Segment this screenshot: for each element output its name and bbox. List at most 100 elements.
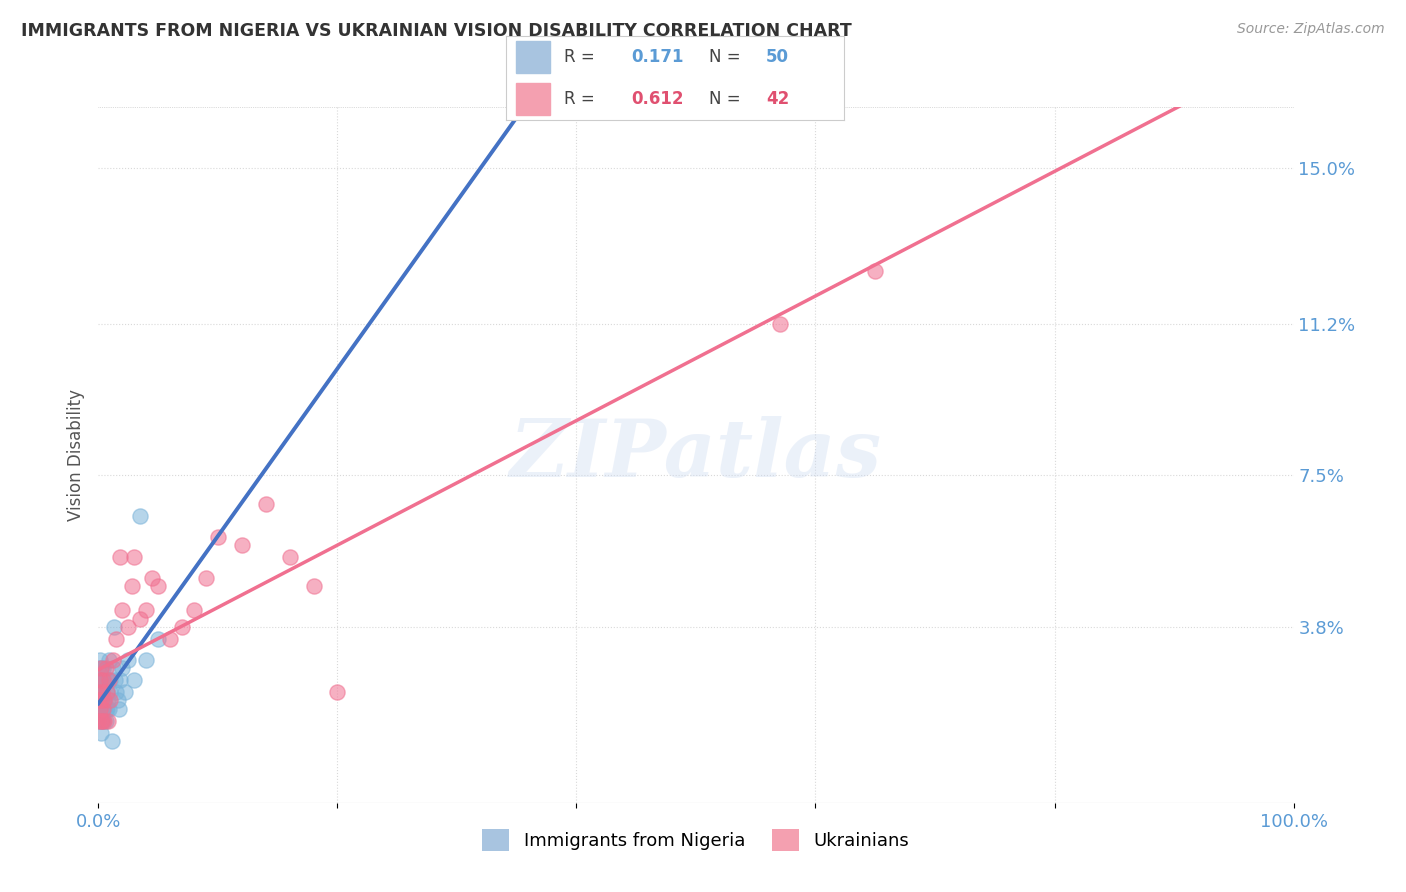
Point: [89, 701, 111, 715]
Point: [124, 550, 146, 565]
Point: [91, 701, 114, 715]
Point: [89, 673, 111, 687]
Text: R =: R =: [564, 90, 599, 108]
Point: [111, 661, 134, 675]
Point: [96, 685, 118, 699]
Point: [231, 538, 253, 552]
Y-axis label: Vision Disability: Vision Disability: [66, 389, 84, 521]
Point: [98, 693, 122, 707]
FancyBboxPatch shape: [516, 83, 550, 115]
Point: [98, 652, 121, 666]
Point: [93, 701, 115, 715]
Point: [194, 571, 218, 585]
Point: [89, 673, 111, 687]
Point: [89, 685, 111, 699]
Point: [103, 620, 125, 634]
Point: [98, 685, 122, 699]
Point: [96, 701, 118, 715]
Point: [105, 685, 128, 699]
Text: 50: 50: [766, 48, 789, 66]
Point: [91, 701, 114, 715]
Point: [148, 579, 170, 593]
Point: [89, 693, 111, 707]
Point: [326, 685, 349, 699]
Point: [94, 701, 117, 715]
Legend: Immigrants from Nigeria, Ukrainians: Immigrants from Nigeria, Ukrainians: [474, 820, 918, 860]
Point: [93, 673, 115, 687]
Point: [207, 530, 229, 544]
Point: [302, 579, 325, 593]
FancyBboxPatch shape: [516, 41, 550, 73]
Text: Source: ZipAtlas.com: Source: ZipAtlas.com: [1237, 22, 1385, 37]
Point: [91, 693, 114, 707]
Point: [768, 317, 790, 331]
Text: N =: N =: [709, 48, 745, 66]
Point: [278, 550, 301, 565]
Point: [90, 693, 112, 707]
Point: [90, 726, 112, 740]
Point: [90, 685, 112, 699]
Point: [117, 652, 139, 666]
Point: [117, 620, 139, 634]
Point: [183, 603, 205, 617]
Point: [93, 693, 115, 707]
Point: [91, 714, 114, 728]
Point: [93, 693, 115, 707]
Point: [93, 714, 115, 728]
Point: [124, 673, 146, 687]
Point: [100, 734, 122, 748]
Point: [172, 620, 194, 634]
Point: [107, 693, 129, 707]
Text: R =: R =: [564, 48, 599, 66]
Point: [91, 714, 114, 728]
Point: [89, 652, 111, 666]
Point: [89, 701, 111, 715]
Point: [91, 661, 114, 675]
Point: [254, 497, 277, 511]
Text: 0.612: 0.612: [631, 90, 683, 108]
Text: ZIPatlas: ZIPatlas: [510, 417, 882, 493]
Point: [97, 714, 120, 728]
Point: [114, 685, 136, 699]
Point: [98, 673, 121, 687]
Point: [101, 652, 124, 666]
Point: [90, 714, 112, 728]
Point: [94, 714, 117, 728]
Text: N =: N =: [709, 90, 745, 108]
Point: [89, 685, 111, 699]
Point: [129, 509, 152, 524]
Text: IMMIGRANTS FROM NIGERIA VS UKRAINIAN VISION DISABILITY CORRELATION CHART: IMMIGRANTS FROM NIGERIA VS UKRAINIAN VIS…: [21, 22, 852, 40]
Point: [91, 673, 114, 687]
Point: [87, 673, 110, 687]
Point: [90, 693, 112, 707]
Point: [91, 714, 114, 728]
Point: [90, 661, 112, 675]
Point: [87, 714, 110, 728]
Point: [91, 685, 114, 699]
Text: 42: 42: [766, 90, 789, 108]
Point: [97, 673, 120, 687]
Point: [94, 661, 117, 675]
Point: [121, 579, 143, 593]
Point: [98, 673, 122, 687]
Point: [90, 701, 112, 715]
Point: [107, 701, 129, 715]
Point: [863, 264, 887, 278]
Point: [90, 714, 112, 728]
Point: [87, 693, 110, 707]
Point: [90, 661, 112, 675]
Point: [105, 632, 128, 646]
Point: [148, 632, 170, 646]
Point: [135, 603, 157, 617]
Point: [108, 550, 131, 565]
Point: [104, 673, 127, 687]
Point: [101, 661, 124, 675]
Point: [96, 685, 118, 699]
Point: [97, 693, 120, 707]
Point: [141, 571, 163, 585]
Point: [89, 714, 111, 728]
Point: [87, 661, 110, 675]
Point: [111, 603, 134, 617]
Point: [108, 673, 131, 687]
Point: [135, 652, 157, 666]
